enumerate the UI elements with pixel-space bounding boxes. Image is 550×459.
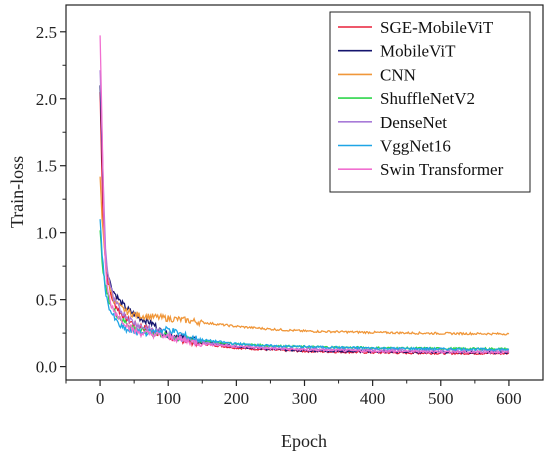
x-tick-label: 100 (155, 389, 181, 408)
y-axis-title: Train-loss (7, 156, 27, 228)
x-axis-ticks: 0 100 200 300 400 500 600 (65, 380, 522, 408)
legend: SGE-MobileViT MobileViT CNN ShuffleNetV2 Den… (329, 11, 531, 193)
x-tick-label: 200 (224, 389, 250, 408)
series-layer (99, 35, 510, 356)
x-tick-label: 600 (496, 389, 522, 408)
legend-box (329, 11, 531, 193)
y-tick-label: 1.0 (36, 224, 57, 243)
x-tick-label: 0 (96, 389, 105, 408)
x-tick-label: 400 (360, 389, 386, 408)
y-tick-label: 1.5 (36, 157, 57, 176)
y-axis-ticks: 0.0 0.5 1.0 1.5 2.0 2.5 (36, 23, 66, 377)
legend-label: SGE-MobileViT (380, 18, 494, 37)
y-tick-label: 2.5 (36, 23, 57, 42)
y-tick-label: 0.0 (36, 358, 57, 377)
legend-label: CNN (380, 65, 416, 84)
series-line-6 (99, 35, 510, 354)
series-line-5 (99, 219, 510, 352)
series-line-2 (99, 176, 510, 336)
legend-label: DenseNet (380, 113, 447, 132)
x-tick-label: 300 (292, 389, 318, 408)
y-tick-label: 2.0 (36, 90, 57, 109)
x-tick-label: 500 (428, 389, 454, 408)
legend-label: VggNet16 (380, 137, 451, 156)
legend-label: ShuffleNetV2 (380, 89, 475, 108)
legend-label: Swin Transformer (380, 160, 504, 179)
legend-label: MobileViT (380, 42, 456, 61)
y-tick-label: 0.5 (36, 291, 57, 310)
x-axis-title: Epoch (281, 431, 327, 451)
